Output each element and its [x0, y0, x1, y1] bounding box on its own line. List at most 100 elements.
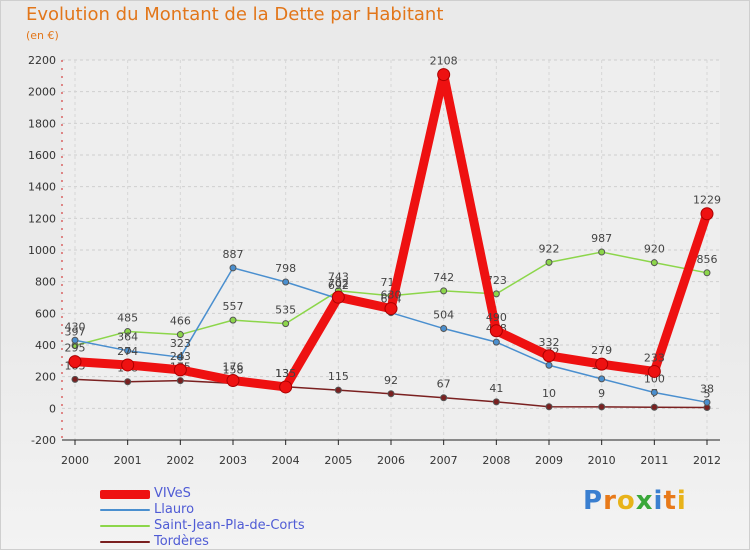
data-label-tord-res: 9	[598, 387, 605, 400]
data-point-tord-res	[176, 377, 184, 385]
y-tick-label: 200	[35, 371, 56, 384]
data-label-vives: 233	[644, 351, 665, 364]
data-label-vives: 295	[65, 342, 86, 355]
legend-item-llauro: Llauro	[100, 502, 305, 518]
proxiti-logo: Proxiti	[583, 486, 687, 516]
data-label-saint-jean-pla-de-corts: 920	[644, 243, 665, 256]
data-point-tord-res	[71, 375, 79, 383]
data-label-llauro: 364	[117, 331, 138, 344]
data-point-vives	[489, 324, 503, 338]
data-point-llauro	[229, 264, 237, 272]
legend-swatch-torderes	[100, 541, 150, 543]
data-point-saint-jean-pla-de-corts	[229, 316, 237, 324]
data-point-saint-jean-pla-de-corts	[492, 290, 500, 298]
data-label-tord-res: 5	[704, 388, 711, 401]
data-label-saint-jean-pla-de-corts: 743	[328, 271, 349, 284]
y-tick-label: 400	[35, 339, 56, 352]
data-label-saint-jean-pla-de-corts: 987	[591, 232, 612, 245]
data-point-saint-jean-pla-de-corts	[282, 320, 290, 328]
legend-label-saint-jean: Saint-Jean-Pla-de-Corts	[154, 518, 305, 533]
data-point-vives	[68, 355, 82, 369]
data-point-llauro	[545, 361, 553, 369]
data-label-vives: 490	[486, 311, 507, 324]
data-point-llauro	[703, 398, 711, 406]
data-point-tord-res	[334, 386, 342, 394]
logo-letter: P	[583, 486, 604, 516]
data-point-llauro	[440, 325, 448, 333]
data-label-saint-jean-pla-de-corts: 557	[223, 300, 244, 313]
data-label-llauro: 430	[65, 320, 86, 333]
x-tick-label: 2008	[482, 454, 510, 467]
x-tick-label: 2005	[324, 454, 352, 467]
data-label-tord-res: 115	[328, 370, 349, 383]
data-label-tord-res: 92	[384, 374, 398, 387]
logo-letter: x	[635, 486, 654, 516]
data-point-vives	[542, 349, 556, 363]
data-label-llauro: 504	[433, 309, 454, 322]
logo-letter: r	[603, 486, 617, 516]
data-label-vives: 2108	[430, 55, 458, 68]
legend-label-torderes: Tordères	[154, 534, 209, 549]
x-tick-label: 2012	[693, 454, 721, 467]
data-point-tord-res	[440, 394, 448, 402]
x-tick-label: 2007	[430, 454, 458, 467]
data-label-tord-res: 10	[542, 387, 556, 400]
data-label-saint-jean-pla-de-corts: 485	[117, 312, 138, 325]
data-label-vives: 332	[539, 336, 560, 349]
logo-letter: t	[663, 486, 677, 516]
data-label-llauro: 323	[170, 337, 191, 350]
data-point-vives	[121, 358, 135, 372]
x-tick-label: 2000	[61, 454, 89, 467]
data-label-vives: 279	[591, 344, 612, 357]
data-point-llauro	[650, 389, 658, 396]
x-tick-label: 2006	[377, 454, 405, 467]
data-label-llauro: 100	[644, 373, 665, 386]
y-tick-label: 1400	[28, 181, 56, 194]
legend-item-vives: VIVeS	[100, 486, 305, 502]
data-point-vives	[226, 373, 240, 387]
legend-swatch-vives	[100, 489, 150, 499]
x-tick-label: 2001	[114, 454, 142, 467]
x-tick-label: 2010	[588, 454, 616, 467]
y-tick-label: 800	[35, 276, 56, 289]
y-tick-label: 2000	[28, 86, 56, 99]
data-point-vives	[700, 207, 714, 221]
data-point-saint-jean-pla-de-corts	[545, 258, 553, 266]
data-label-tord-res: 158	[223, 363, 244, 376]
data-point-llauro	[124, 347, 132, 355]
data-label-saint-jean-pla-de-corts: 856	[697, 253, 718, 266]
data-label-saint-jean-pla-de-corts: 742	[433, 271, 454, 284]
y-tick-label: 1800	[28, 117, 56, 130]
logo-letter: i	[676, 486, 687, 516]
data-label-vives: 176	[223, 360, 244, 373]
data-label-tord-res: 41	[489, 382, 503, 395]
legend-label-llauro: Llauro	[154, 502, 195, 517]
x-tick-label: 2011	[640, 454, 668, 467]
data-point-saint-jean-pla-de-corts	[124, 328, 132, 336]
chart-title: Evolution du Montant de la Dette par Hab…	[26, 4, 444, 25]
data-point-vives	[384, 302, 398, 316]
x-tick-label: 2003	[219, 454, 247, 467]
data-point-saint-jean-pla-de-corts	[703, 269, 711, 277]
data-point-vives	[173, 363, 187, 377]
data-label-vives: 274	[117, 345, 138, 358]
data-label-vives: 702	[328, 277, 349, 290]
y-tick-label: 0	[49, 402, 56, 415]
data-label-vives: 135	[275, 367, 296, 380]
data-point-saint-jean-pla-de-corts	[598, 248, 606, 256]
x-tick-label: 2004	[272, 454, 300, 467]
legend-swatch-saint-jean	[100, 525, 150, 527]
data-point-vives	[647, 364, 661, 378]
data-point-llauro	[71, 336, 79, 344]
data-label-llauro: 38	[700, 382, 714, 395]
logo-letter: i	[653, 486, 664, 516]
y-tick-label: 1600	[28, 149, 56, 162]
legend-swatch-llauro	[100, 509, 150, 511]
data-point-llauro	[492, 338, 500, 346]
data-point-tord-res	[124, 378, 132, 386]
data-label-llauro: 887	[223, 248, 244, 261]
legend-item-torderes: Tordères	[100, 534, 305, 550]
data-label-llauro: 798	[275, 262, 296, 275]
data-label-saint-jean-pla-de-corts: 466	[170, 315, 191, 328]
